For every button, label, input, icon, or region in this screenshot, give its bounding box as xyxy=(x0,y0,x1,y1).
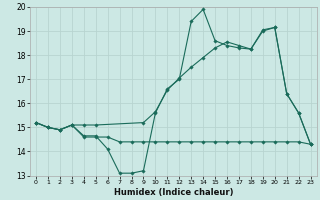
X-axis label: Humidex (Indice chaleur): Humidex (Indice chaleur) xyxy=(114,188,233,197)
